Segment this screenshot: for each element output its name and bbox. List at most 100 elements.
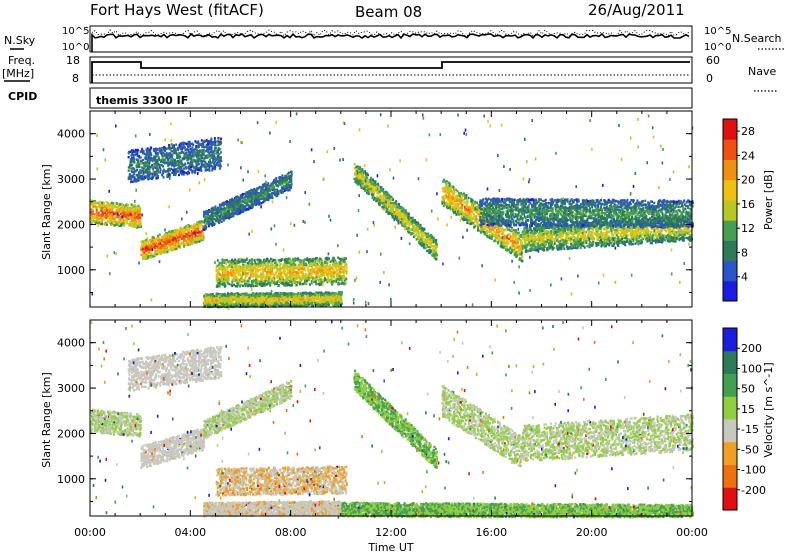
echo-cell: [197, 161, 199, 163]
echo-cell: [136, 223, 138, 225]
echo-cell: [242, 285, 244, 287]
echo-cell: [169, 152, 171, 154]
echo-cell: [171, 246, 173, 248]
echo-cell: [186, 159, 188, 161]
echo-cell: [286, 181, 288, 183]
echo-cell: [123, 212, 125, 214]
echo-cell: [146, 161, 148, 163]
echo-cell: [250, 197, 252, 199]
echo-cell: [277, 185, 279, 187]
echo-cell: [96, 209, 98, 211]
echo-cell: [158, 164, 160, 166]
echo-cell: [129, 224, 131, 226]
echo-cell: [237, 196, 239, 198]
echo-cell: [151, 175, 153, 177]
echo-cell: [118, 210, 120, 212]
echo-cell: [215, 212, 217, 214]
echo-cell: [185, 142, 187, 144]
echo-cell: [133, 168, 135, 170]
echo-cell: [148, 166, 150, 168]
echo-cell: [130, 208, 132, 210]
echo-cell: [181, 234, 183, 236]
echo-cell: [274, 180, 276, 182]
echo-cell: [283, 185, 285, 187]
echo-cell: [208, 217, 210, 219]
echo-cell: [244, 196, 246, 198]
echo-cell: [272, 189, 274, 191]
echo-cell: [128, 166, 130, 168]
echo-cell: [134, 170, 136, 172]
nsearch-label: N.Search: [732, 32, 782, 45]
echo-cell: [204, 155, 206, 157]
echo-cell: [188, 156, 190, 158]
echo-cell: [211, 219, 213, 221]
echo-cell: [118, 219, 120, 221]
echo-cell: [183, 147, 185, 149]
echo-cell: [201, 220, 203, 222]
echo-cell: [168, 239, 170, 241]
echo-cell: [158, 245, 160, 247]
echo-cell: [237, 199, 239, 201]
echo-cell: [288, 184, 290, 186]
echo-cell: [157, 175, 159, 177]
echo-cell: [149, 162, 151, 164]
echo-cell: [148, 175, 150, 177]
echo-cell: [173, 244, 175, 246]
echo-cell: [103, 212, 105, 214]
echo-cell: [179, 159, 181, 161]
echo-cell: [288, 188, 290, 190]
echo-cell: [214, 160, 216, 162]
echo-cell: [173, 152, 175, 154]
echo-cell: [149, 239, 151, 241]
echo-cell: [103, 218, 105, 220]
echo-cell: [182, 143, 184, 145]
echo-cell: [198, 157, 200, 159]
echo-cell: [196, 221, 198, 223]
echo-cell: [104, 205, 106, 207]
echo-cell: [214, 149, 216, 151]
echo-cell: [215, 147, 217, 149]
echo-cell: [234, 206, 236, 208]
echo-cell: [163, 146, 165, 148]
echo-cell: [130, 164, 132, 166]
echo-cell: [181, 242, 183, 244]
echo-cell: [111, 202, 113, 204]
echo-cell: [188, 168, 190, 170]
echo-cell: [291, 174, 293, 176]
echo-cell: [115, 212, 117, 214]
echo-cell: [264, 200, 266, 202]
echo-cell: [161, 239, 163, 241]
echo-cell: [198, 143, 200, 145]
echo-cell: [161, 147, 163, 149]
echo-cell: [98, 218, 100, 220]
echo-cell: [202, 143, 204, 145]
echo-cell: [147, 255, 149, 257]
echo-cell: [216, 162, 218, 164]
echo-cell: [164, 234, 166, 236]
echo-cell: [277, 190, 279, 192]
echo-cell: [278, 182, 280, 184]
echo-cell: [198, 167, 200, 169]
echo-cell: [168, 173, 170, 175]
echo-cell: [255, 204, 257, 206]
echo-cell: [223, 219, 225, 221]
echo-cell: [247, 208, 249, 210]
echo-cell: [278, 177, 280, 179]
echo-cell: [208, 211, 210, 213]
echo-cell: [186, 227, 188, 229]
echo-cell: [268, 194, 270, 196]
echo-cell: [120, 210, 122, 212]
echo-cell: [141, 170, 143, 172]
echo-cell: [203, 157, 205, 159]
echo-cell: [125, 209, 127, 211]
echo-cell: [136, 174, 138, 176]
echo-cell: [194, 228, 196, 230]
echo-cell: [242, 193, 244, 195]
echo-cell: [207, 215, 209, 217]
echo-cell: [164, 148, 166, 150]
echo-cell: [185, 240, 187, 242]
echo-cell: [131, 203, 133, 205]
echo-cell: [241, 196, 243, 198]
echo-cell: [261, 192, 263, 194]
echo-cell: [197, 169, 199, 171]
